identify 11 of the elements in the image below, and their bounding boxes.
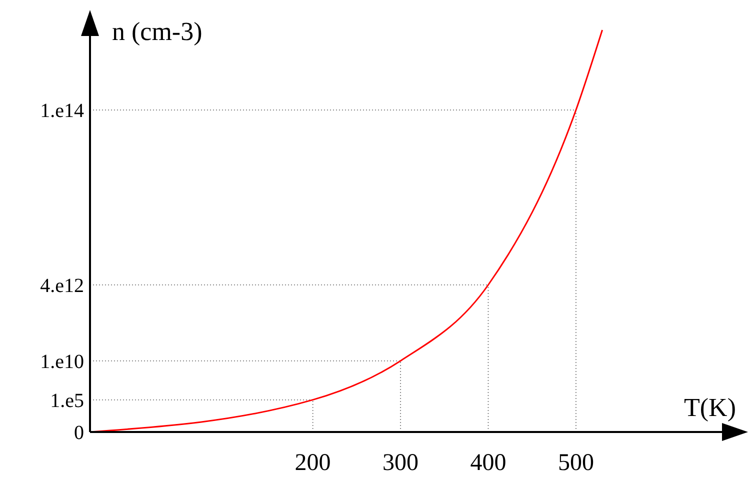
y-axis-title: n (cm-3) [112, 17, 202, 46]
x-tick-label: 200 [294, 450, 331, 476]
x-axis-title: T(K) [684, 393, 736, 422]
annotation: 1.e10 [40, 350, 84, 373]
annotation: 1.e14 [40, 100, 84, 122]
x-tick-label: 300 [382, 450, 419, 476]
annotation: 0 [74, 422, 84, 444]
x-tick-label: 500 [558, 450, 594, 476]
annotation: 1.e5 [50, 390, 84, 412]
x-tick-label: 400 [470, 450, 506, 476]
annotation: 4.e12 [40, 274, 84, 297]
